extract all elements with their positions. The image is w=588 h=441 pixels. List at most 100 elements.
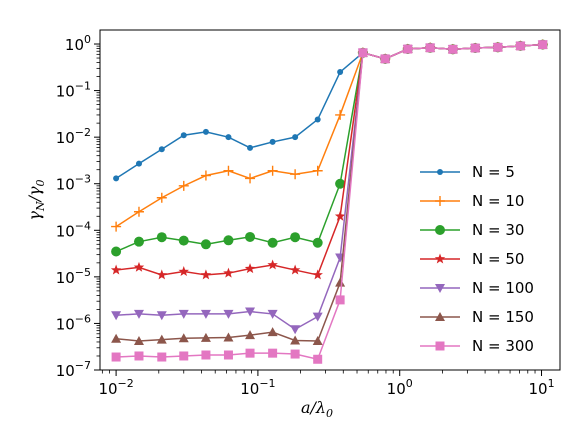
x-tick-label: 10−1	[240, 377, 275, 398]
data-point	[268, 348, 278, 358]
x-tick-label: 101	[528, 377, 554, 398]
data-point	[335, 178, 346, 189]
data-point	[200, 239, 211, 250]
data-point	[133, 261, 145, 272]
data-point	[267, 237, 278, 248]
data-point	[245, 307, 256, 317]
legend-label: N = 10	[472, 192, 524, 210]
plot-frame	[99, 29, 561, 371]
legend-label: N = 5	[472, 163, 515, 181]
legend-label: N = 150	[472, 308, 534, 326]
data-point	[245, 348, 255, 358]
legend-marker	[435, 196, 445, 206]
data-point	[245, 330, 256, 340]
data-point	[156, 232, 167, 243]
data-point	[178, 235, 189, 246]
data-point	[133, 206, 144, 217]
data-point	[312, 269, 323, 280]
data-point	[470, 43, 480, 53]
data-point	[448, 44, 458, 54]
data-point	[158, 146, 165, 153]
data-point	[313, 354, 323, 364]
data-point	[156, 334, 167, 344]
data-point	[425, 43, 435, 53]
legend-item: N = 150	[420, 308, 534, 326]
data-point	[178, 180, 189, 191]
y-tick-label: 10−6	[56, 312, 91, 333]
legend-item: N = 100	[420, 279, 534, 297]
data-point	[312, 312, 323, 322]
y-axis-label: γN/γ0	[25, 179, 47, 220]
data-point	[113, 175, 120, 182]
data-point	[225, 134, 232, 141]
data-point	[312, 165, 323, 176]
legend: N = 5 N = 10 N = 30 N = 50 N = 100 N = 150 N =…	[420, 163, 534, 355]
series-layer	[110, 39, 548, 364]
data-point	[180, 132, 187, 139]
data-point	[223, 309, 234, 319]
data-point	[201, 350, 211, 360]
data-point	[111, 246, 122, 257]
data-point	[135, 160, 142, 167]
data-point	[290, 325, 301, 335]
data-point	[134, 351, 144, 361]
data-point	[202, 128, 209, 135]
data-point	[335, 295, 345, 305]
series-line	[115, 43, 543, 180]
data-point	[110, 264, 122, 275]
data-point	[335, 109, 346, 120]
legend-marker	[435, 312, 445, 321]
legend-item: N = 300	[420, 337, 534, 355]
data-point	[334, 210, 346, 221]
x-axis-label: a/λ0	[301, 398, 333, 420]
data-point	[156, 269, 168, 280]
data-point	[314, 116, 321, 123]
data-point	[133, 309, 144, 319]
legend-label: N = 30	[472, 221, 524, 239]
data-point	[337, 69, 344, 76]
data-point	[335, 277, 346, 287]
y-tick-label: 10−1	[56, 80, 91, 101]
legend-item: N = 5	[420, 163, 515, 181]
data-point	[245, 231, 256, 242]
y-tick-label: 100	[65, 33, 91, 54]
data-point	[493, 42, 503, 52]
data-point	[111, 221, 122, 232]
data-point	[133, 335, 144, 345]
data-point	[200, 269, 212, 280]
y-tick-label: 10−2	[56, 126, 91, 147]
data-point	[269, 138, 276, 145]
data-point	[403, 44, 413, 54]
data-point	[247, 144, 254, 151]
data-point	[156, 192, 167, 203]
data-point	[267, 309, 278, 319]
data-point	[245, 173, 256, 184]
data-point	[157, 352, 167, 362]
data-point	[515, 41, 525, 51]
data-point	[111, 311, 122, 321]
y-tick-label: 10−7	[56, 359, 91, 380]
y-tick-label: 10−5	[56, 266, 91, 287]
data-point	[312, 237, 323, 248]
data-point	[111, 352, 121, 362]
data-point	[312, 335, 323, 345]
data-point	[290, 169, 301, 180]
data-point	[223, 235, 234, 246]
data-point	[380, 54, 390, 64]
legend-label: N = 300	[472, 337, 534, 355]
data-point	[267, 259, 278, 270]
legend-marker	[434, 253, 446, 264]
axes	[94, 29, 561, 376]
legend-item: N = 30	[420, 221, 524, 239]
data-point	[223, 350, 233, 360]
data-point	[292, 134, 299, 141]
data-point	[179, 351, 189, 361]
data-point	[178, 309, 189, 319]
data-point	[538, 40, 548, 50]
data-point	[290, 232, 301, 243]
data-point	[111, 333, 122, 343]
data-point	[244, 263, 256, 274]
legend-item: N = 50	[420, 250, 524, 268]
data-point	[133, 236, 144, 247]
data-point	[200, 309, 211, 319]
